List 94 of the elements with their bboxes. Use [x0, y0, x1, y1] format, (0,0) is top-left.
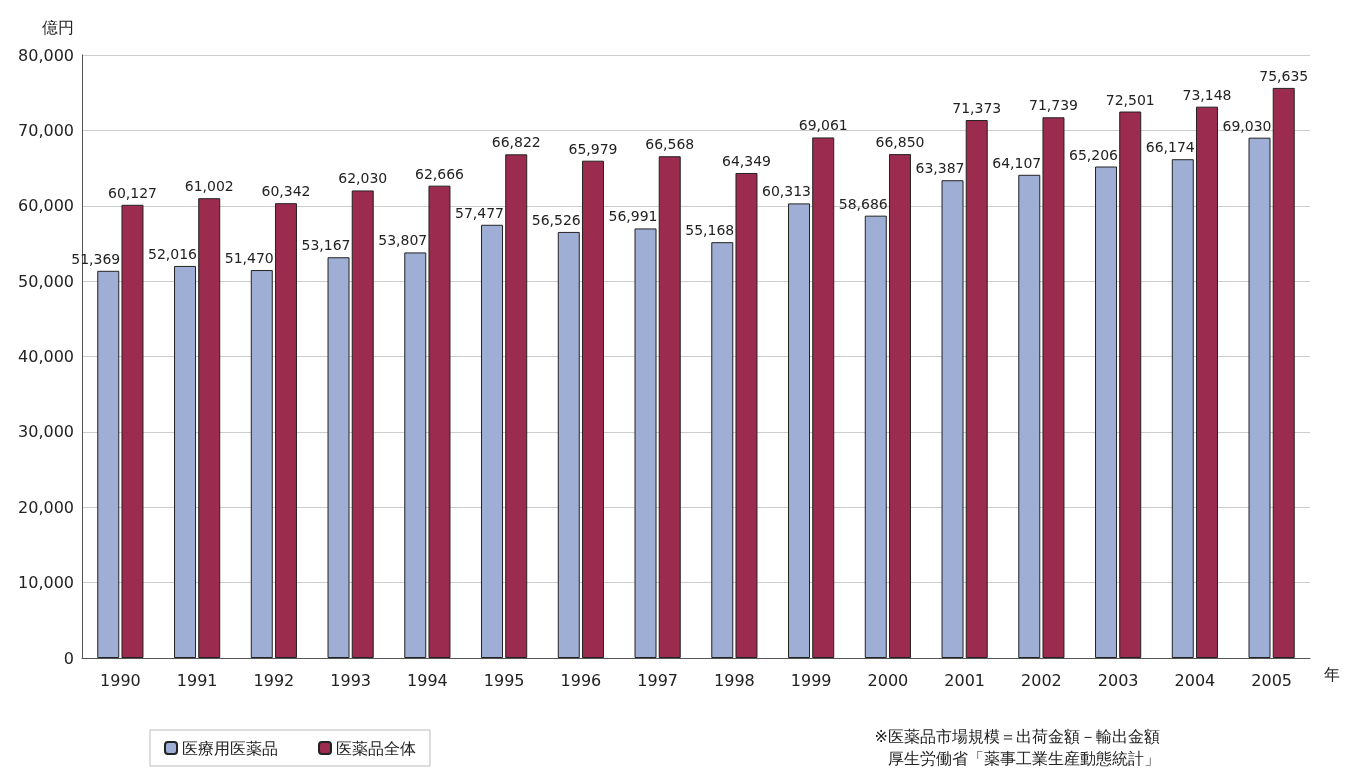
data-label: 64,349 — [721, 152, 771, 169]
x-axis-title: 年 — [1324, 664, 1340, 684]
bar — [274, 203, 297, 658]
bar — [505, 154, 528, 658]
bar — [404, 252, 427, 658]
bar — [1272, 87, 1295, 658]
x-tick-label: 2002 — [1021, 670, 1062, 690]
x-tick-label: 2005 — [1251, 670, 1292, 690]
data-label: 51,470 — [224, 250, 274, 267]
bar — [812, 137, 835, 658]
data-label: 69,061 — [798, 117, 848, 134]
bar — [351, 190, 374, 658]
bar — [1095, 166, 1118, 658]
x-tick-label: 2001 — [944, 670, 985, 690]
data-label: 53,167 — [301, 237, 351, 254]
data-label: 69,030 — [1222, 117, 1272, 134]
bar — [557, 231, 580, 658]
bar — [327, 257, 350, 658]
y-axis-title: 億円 — [42, 17, 74, 37]
x-tick-label: 1997 — [637, 670, 678, 690]
data-label: 72,501 — [1105, 91, 1155, 108]
bar — [250, 270, 273, 658]
data-label: 52,016 — [148, 245, 198, 262]
data-label: 66,568 — [645, 136, 695, 153]
x-tick-label: 2000 — [867, 670, 909, 690]
text: 厚生労働省「薬事工業生産動態統計」 — [888, 748, 1160, 768]
bar — [581, 160, 604, 658]
bar — [174, 265, 197, 658]
data-label: 58,686 — [838, 195, 888, 212]
x-tick-label: 1999 — [790, 670, 832, 690]
bar — [97, 270, 120, 658]
x-tick-label: 1994 — [407, 670, 448, 690]
data-label: 75,635 — [1259, 67, 1309, 84]
bar — [1018, 174, 1041, 658]
data-label: 71,739 — [1028, 97, 1078, 114]
data-label: 61,002 — [184, 178, 234, 195]
data-label: 62,666 — [414, 165, 465, 182]
y-tick-label: 60,000 — [18, 196, 74, 216]
y-tick-label: 40,000 — [18, 347, 74, 366]
y-tick-label: 70,000 — [18, 120, 74, 140]
x-tick-label: 1995 — [483, 670, 525, 690]
bar — [864, 215, 887, 658]
data-label: 53,807 — [378, 232, 428, 249]
x-tick-label: 1990 — [100, 670, 141, 690]
data-label: 73,148 — [1182, 86, 1232, 103]
bar — [965, 120, 988, 658]
x-tick-label: 1991 — [176, 670, 218, 690]
x-tick-label: 2003 — [1097, 670, 1139, 690]
data-label: 60,342 — [261, 183, 311, 200]
data-label: 65,979 — [568, 140, 618, 157]
bar — [428, 185, 451, 658]
data-label: 66,174 — [1145, 139, 1195, 156]
x-tick-label: 1993 — [330, 670, 371, 690]
data-label: 65,206 — [1069, 146, 1119, 163]
data-label: 57,477 — [455, 204, 505, 221]
y-tick-label: 0 — [63, 648, 74, 668]
bar — [1119, 111, 1142, 658]
bar — [1248, 137, 1271, 658]
bar — [1195, 106, 1218, 658]
data-label: 60,127 — [107, 184, 157, 201]
data-label: 60,313 — [762, 183, 812, 200]
x-tick-label: 1992 — [253, 670, 295, 690]
x-tick-label: 1996 — [560, 670, 602, 690]
legend-label: 医薬品全体 — [336, 738, 416, 758]
bar — [941, 180, 964, 658]
data-label: 55,168 — [685, 222, 735, 239]
data-label: 66,850 — [875, 134, 925, 151]
y-tick-label: 10,000 — [18, 573, 74, 593]
bar — [735, 172, 758, 658]
data-label: 62,030 — [338, 170, 388, 187]
data-label: 56,526 — [531, 211, 581, 228]
bar — [198, 198, 221, 658]
legend-label: 医療用医薬品 — [182, 738, 278, 758]
data-label: 56,991 — [608, 208, 658, 225]
bar — [121, 204, 144, 658]
y-tick-label: 30,000 — [18, 422, 74, 442]
bar — [1042, 117, 1065, 658]
bar — [1171, 159, 1194, 658]
x-tick-label: 1998 — [714, 670, 755, 690]
x-tick-label: 2004 — [1174, 670, 1216, 690]
data-label: 64,107 — [992, 154, 1042, 171]
data-label: 63,387 — [915, 160, 965, 177]
y-tick-label: 80,000 — [18, 45, 74, 65]
bar — [481, 224, 504, 658]
bar — [788, 203, 811, 658]
data-label: 71,373 — [952, 100, 1002, 117]
bar — [711, 242, 734, 658]
bar — [658, 156, 681, 658]
text: ※医薬品市場規模＝出荷金額－輸出金額 — [874, 726, 1160, 746]
data-label: 66,822 — [491, 134, 541, 151]
bar — [634, 228, 657, 658]
y-tick-label: 50,000 — [18, 271, 74, 291]
y-tick-label: 20,000 — [18, 497, 74, 517]
bar — [888, 154, 911, 658]
